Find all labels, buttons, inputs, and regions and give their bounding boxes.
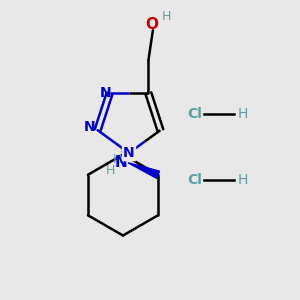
Text: N: N	[123, 146, 135, 160]
Text: O: O	[145, 17, 158, 32]
Text: H: H	[238, 107, 248, 121]
Text: H: H	[105, 164, 115, 177]
Text: N: N	[83, 120, 95, 134]
Text: Cl: Cl	[188, 107, 202, 121]
Text: N: N	[115, 155, 128, 170]
Text: N: N	[99, 86, 111, 100]
Text: H: H	[238, 173, 248, 187]
Text: H: H	[113, 153, 122, 166]
Text: Cl: Cl	[188, 173, 202, 187]
Polygon shape	[122, 151, 129, 158]
Text: H: H	[162, 10, 171, 23]
Polygon shape	[128, 163, 160, 178]
